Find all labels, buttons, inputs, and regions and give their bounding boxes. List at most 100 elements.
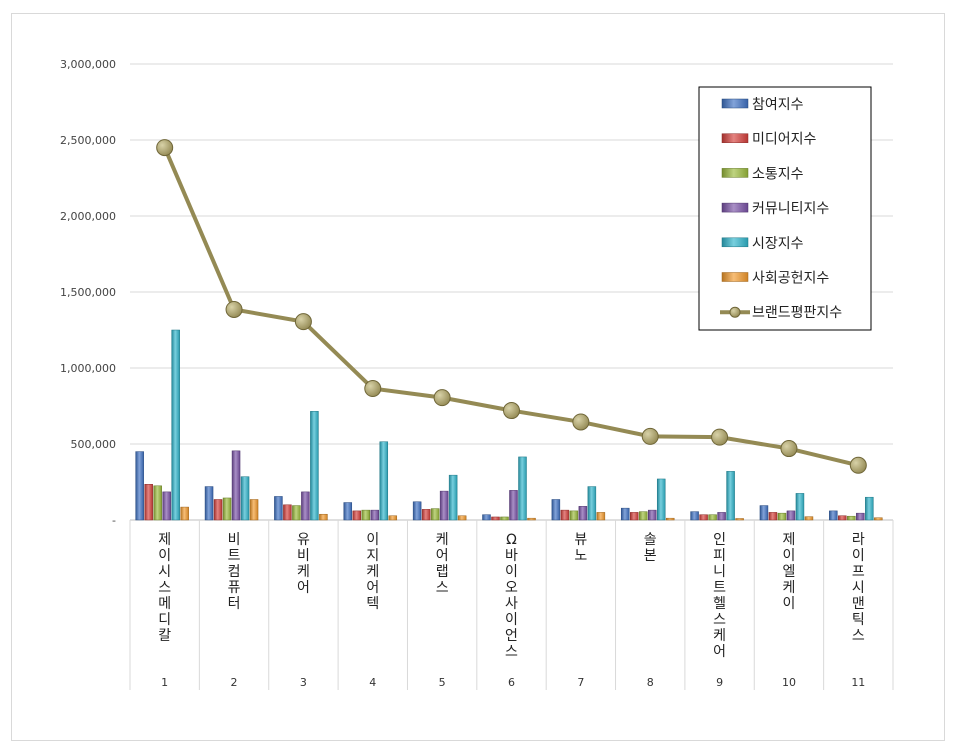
bar-참여지수 (482, 514, 491, 521)
category-name-glyph: 인 (713, 532, 726, 548)
category-name-glyph: 맨 (852, 596, 865, 612)
category-rank-label: 6 (508, 676, 515, 689)
category-name-glyph: 노 (574, 548, 587, 564)
bar-사회공헌지수 (249, 499, 259, 521)
line-point-브랜드평판지수 (849, 456, 867, 474)
category-name-glyph: 제 (783, 532, 796, 548)
bar-커뮤니티지수 (509, 490, 518, 521)
legend-label: 브랜드평판지수 (752, 305, 842, 321)
category-name-glyph: 케 (297, 564, 310, 580)
legend-label: 소통지수 (752, 166, 804, 182)
bar-시장지수 (240, 476, 250, 521)
y-tick-label: 500,000 (71, 438, 117, 451)
category-rank-label: 1 (161, 676, 168, 689)
line-point-브랜드평판지수 (503, 402, 520, 420)
bar-커뮤니티지수 (162, 491, 171, 521)
bar-커뮤니티지수 (578, 506, 588, 521)
bar-미디어지수 (144, 484, 153, 521)
bar-미디어지수 (491, 516, 500, 521)
bar-사회공헌지수 (180, 506, 189, 521)
bar-참여지수 (829, 510, 838, 521)
legend-label: 시장지수 (752, 236, 804, 252)
bar-참여지수 (274, 496, 283, 521)
category-rank-label: 3 (300, 676, 307, 689)
bar-참여지수 (135, 451, 144, 521)
category-name-glyph: 스 (713, 612, 726, 628)
brand-reputation-chart: - 500,000 1,000,000 1,500,000 2,000,000 2,500… (60, 58, 894, 690)
category-name-glyph: 메 (158, 596, 171, 612)
category-name-glyph: 바 (505, 548, 518, 564)
category-name-glyph: Ω (506, 532, 517, 548)
y-tick-label: 1,500,000 (60, 286, 116, 299)
bar-미디어지수 (352, 510, 362, 521)
bar-series (135, 329, 883, 521)
category-name-glyph: 케 (713, 628, 726, 644)
line-point-브랜드평판지수 (225, 300, 243, 318)
category-name-glyph: 어 (713, 644, 726, 660)
category-rank-label: 7 (577, 676, 584, 689)
bar-미디어지수 (283, 504, 292, 521)
category-name-glyph: 제 (158, 532, 171, 548)
category-name-glyph: 퓨 (228, 580, 241, 596)
category-name-glyph: 뷰 (574, 532, 587, 548)
category-rank-label: 9 (716, 676, 723, 689)
category-name-glyph: 이 (783, 548, 796, 564)
category-rank-label: 2 (231, 676, 238, 689)
bar-커뮤니티지수 (647, 509, 657, 521)
category-name-glyph: 트 (228, 548, 241, 564)
category-name-glyph: 컴 (228, 564, 241, 580)
y-tick-label: 3,000,000 (60, 58, 116, 71)
bar-참여지수 (412, 501, 422, 521)
bar-커뮤니티지수 (439, 490, 449, 521)
bar-참여지수 (620, 507, 630, 521)
bar-소통지수 (153, 485, 162, 521)
category-name-glyph: 트 (713, 580, 726, 596)
legend-swatch (721, 237, 749, 248)
category-name-glyph: 디 (158, 612, 171, 628)
bar-시장지수 (448, 474, 458, 521)
bar-소통지수 (708, 514, 717, 521)
category-name-glyph: 케 (366, 564, 379, 580)
bar-시장지수 (587, 486, 597, 521)
category-name-glyph: 엘 (783, 564, 796, 580)
legend-swatch (721, 98, 749, 109)
bar-소통지수 (638, 511, 648, 521)
bar-소통지수 (847, 515, 856, 521)
category-name-glyph: 스 (505, 644, 518, 660)
y-axis-ticks: - 500,000 1,000,000 1,500,000 2,000,000 2,500… (60, 58, 116, 527)
bar-사회공헌지수 (665, 517, 675, 521)
bar-시장지수 (726, 471, 735, 521)
category-name-glyph: 틱 (852, 612, 865, 628)
legend-marker (729, 306, 741, 318)
legend-label: 커뮤니티지수 (752, 201, 829, 217)
y-tick-label: 2,500,000 (60, 134, 116, 147)
category-name-glyph: 지 (366, 548, 379, 564)
x-axis: 제이시스메디칼1비트컴퓨터2유비케어3이지케어텍4케어랩스5Ω바이오사이언스6뷰… (129, 519, 894, 690)
bar-참여지수 (690, 511, 699, 521)
category-name-glyph: 어 (436, 548, 449, 564)
legend-swatch (721, 133, 749, 143)
category-name-glyph: 이 (505, 564, 518, 580)
category-name-glyph: 헬 (713, 596, 726, 612)
bar-소통지수 (500, 516, 509, 521)
bar-사회공헌지수 (457, 515, 467, 521)
bar-사회공헌지수 (874, 517, 883, 521)
category-name-glyph: 텍 (366, 596, 379, 612)
bar-시장지수 (171, 329, 180, 521)
line-point-브랜드평판지수 (780, 440, 798, 458)
line-point-브랜드평판지수 (364, 380, 382, 398)
bar-시장지수 (310, 411, 319, 521)
bar-소통지수 (569, 510, 579, 521)
category-name-glyph: 오 (505, 580, 518, 596)
bar-커뮤니티지수 (370, 509, 380, 521)
category-rank-label: 10 (782, 676, 796, 689)
category-name-glyph: 이 (783, 596, 796, 612)
category-name-glyph: 비 (228, 532, 241, 548)
bar-미디어지수 (629, 512, 639, 521)
bar-커뮤니티지수 (231, 450, 241, 521)
category-rank-label: 11 (851, 676, 865, 689)
bar-미디어지수 (560, 509, 570, 521)
line-point-브랜드평판지수 (572, 413, 590, 431)
legend-swatch (721, 272, 749, 282)
bar-소통지수 (777, 512, 787, 521)
